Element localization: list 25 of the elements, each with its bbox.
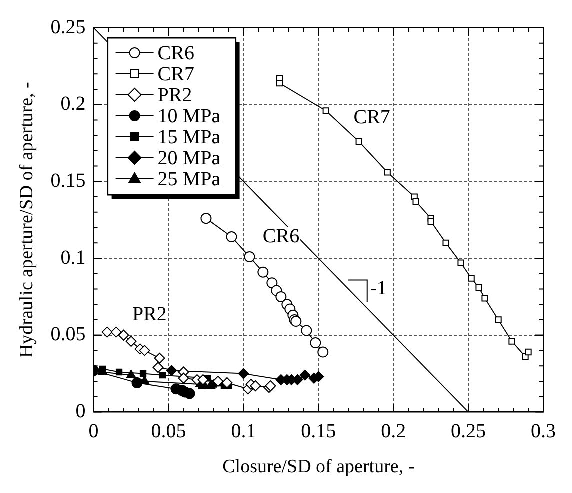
y-tick-label: 0.2 (60, 93, 86, 116)
legend-label: CR7 (158, 63, 194, 86)
annotation: CR6 (262, 226, 300, 248)
y-axis-title: Hydraulic aperture/SD of aperture, - (16, 82, 38, 358)
x-tick-label: 0.1 (231, 420, 256, 442)
legend-label: 25 MPa (158, 168, 221, 190)
legend-label: CR6 (158, 42, 194, 64)
legend-label: PR2 (158, 84, 192, 106)
x-tick-label: 0.15 (301, 420, 336, 442)
y-tick-label: 0.1 (60, 246, 86, 269)
x-tick-label: 0.05 (151, 420, 186, 442)
y-tick-label: 0.15 (50, 170, 86, 192)
annotation: PR2 (132, 304, 167, 326)
y-tick-label: 0.05 (50, 324, 86, 346)
legend-label: 10 MPa (158, 105, 221, 128)
y-tick-label: 0 (76, 400, 86, 422)
legend-label: 15 MPa (158, 126, 221, 148)
x-tick-label: 0.25 (451, 420, 486, 442)
x-tick-label: 0.2 (381, 420, 406, 442)
annotation: -1 (370, 278, 388, 300)
x-axis-title: Closure/SD of aperture, - (222, 456, 415, 478)
annotation: CR7 (354, 106, 390, 129)
y-tick-label: 0.25 (50, 16, 86, 38)
legend-label: 20 MPa (158, 147, 221, 170)
x-tick-label: 0.3 (531, 420, 556, 442)
